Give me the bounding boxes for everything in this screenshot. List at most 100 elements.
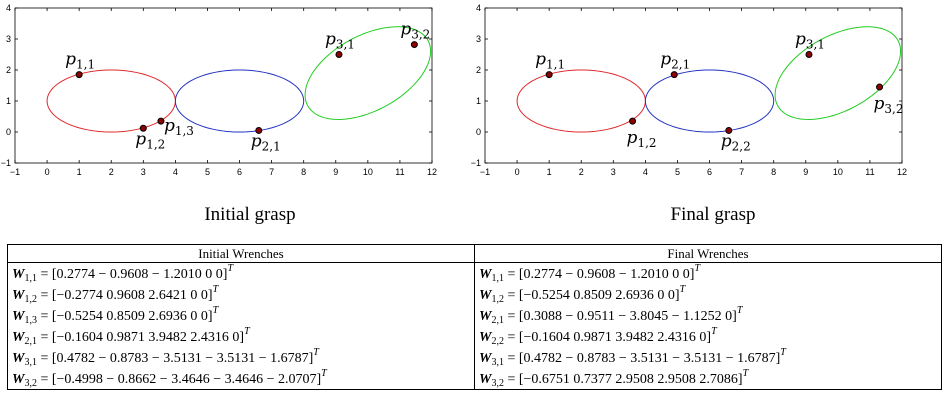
- x-tick-label: 2: [579, 167, 584, 177]
- contact-point: [75, 71, 83, 79]
- y-tick-label: 0: [6, 127, 11, 137]
- wrench-sup: T: [736, 305, 743, 316]
- final-wrench-cell: W1,2 = [−0.5254 0.8509 2.6936 0 0]T: [474, 284, 942, 305]
- wrench-sub: 1,2: [491, 294, 504, 305]
- plot-frame: [484, 7, 903, 164]
- wrench-sup: T: [244, 326, 250, 337]
- wrench-sym: W: [12, 309, 25, 324]
- wrench-sub: 1,2: [24, 294, 37, 305]
- contact-point: [139, 124, 147, 132]
- wrench-sym: W: [12, 267, 25, 282]
- x-tick-label: 6: [707, 167, 712, 177]
- initial-wrench-cell: W1,3 = [−0.5254 0.8509 2.6936 0 0]T: [7, 305, 475, 326]
- wrench-sup: T: [679, 284, 686, 295]
- x-tick-label: 8: [301, 167, 306, 177]
- wrench-sub: 1,3: [24, 315, 37, 326]
- y-tick-label: 4: [476, 3, 481, 13]
- wrench-sym: W: [12, 330, 25, 345]
- wrench-sym: W: [479, 372, 492, 387]
- final-wrench-cell: W3,1 = [0.4782 − 0.8783 − 3.5131 − 3.513…: [474, 347, 942, 368]
- wrench-sup: T: [321, 368, 327, 379]
- wrench-sup: T: [212, 305, 219, 316]
- y-tick-label: 1: [6, 96, 11, 106]
- table-header-row: Initial Wrenches Final Wrenches: [7, 244, 942, 263]
- wrench-sub: 3,2: [491, 378, 504, 389]
- final-wrench-cell: W2,1 = [0.3088 − 0.9511 − 3.8045 − 1.125…: [474, 305, 942, 326]
- contact-point-label: p1,2: [627, 128, 657, 150]
- wrench-sup: T: [212, 284, 219, 295]
- object-ellipse: [304, 26, 432, 120]
- object-ellipse: [516, 69, 646, 133]
- wrench-sup: T: [227, 263, 234, 274]
- contact-point-label: p3,2: [874, 94, 904, 116]
- initial-wrench-cell: W3,1 = [0.4782 − 0.8783 − 3.5131 − 3.513…: [7, 347, 475, 368]
- contact-point-label: p2,2: [721, 131, 751, 153]
- wrench-sym: W: [12, 288, 25, 303]
- y-tick-label: 3: [476, 34, 481, 44]
- x-tick-label: 8: [771, 167, 776, 177]
- wrench-vec: = [0.4782 − 0.8783 − 3.5131 − 3.5131 − 1…: [36, 351, 314, 366]
- y-tick-label: 3: [6, 34, 11, 44]
- y-tick-label: 1: [476, 96, 481, 106]
- contact-point: [629, 117, 637, 125]
- contact-point: [805, 51, 813, 58]
- final-wrench-cell: W3,2 = [−0.6751 0.7377 2.9508 2.9508 2.7…: [474, 368, 942, 390]
- initial-wrench-cell: W1,2 = [−0.2774 0.9608 2.6421 0 0]T: [7, 284, 475, 305]
- wrench-sub: 3,2: [24, 378, 37, 389]
- x-tick-label: 9: [333, 167, 338, 177]
- wrench-table: Initial Wrenches Final Wrenches W1,1 = […: [7, 244, 942, 390]
- wrench-sup: T: [711, 326, 717, 337]
- contact-point-label: p3,1: [325, 30, 355, 52]
- table-row: W1,3 = [−0.5254 0.8509 2.6936 0 0]T W2,1 …: [7, 305, 942, 326]
- x-tick-label: 7: [269, 167, 274, 177]
- final-wrench-cell: W2,2 = [−0.1604 0.9871 3.9482 2.4316 0]T: [474, 326, 942, 347]
- wrench-vec: = [−0.5254 0.8509 2.6936 0 0]: [503, 288, 680, 303]
- plot-frame: [14, 7, 433, 164]
- y-tick-label: −1: [1, 158, 11, 168]
- wrench-sub: 2,1: [491, 315, 504, 326]
- contact-point: [335, 51, 343, 58]
- wrench-sub: 3,1: [491, 357, 504, 368]
- x-tick-label: 12: [427, 167, 437, 177]
- wrench-vec: = [−0.5254 0.8509 2.6936 0 0]: [36, 309, 213, 324]
- x-tick-label: 3: [141, 167, 146, 177]
- x-tick-label: 6: [237, 167, 242, 177]
- contact-point: [725, 126, 733, 134]
- contact-point-label: p3,1: [795, 30, 825, 52]
- x-tick-label: 3: [611, 167, 616, 177]
- contact-point: [255, 126, 263, 134]
- wrench-vec: = [−0.1604 0.9871 3.9482 2.4316 0]: [503, 330, 712, 345]
- contact-point-label: p2,1: [660, 50, 690, 72]
- contact-point: [545, 71, 553, 79]
- x-tick-label: 5: [675, 167, 680, 177]
- wrench-sym: W: [479, 288, 492, 303]
- y-tick-label: 2: [6, 65, 11, 75]
- wrench-vec: = [0.3088 − 0.9511 − 3.8045 − 1.1252 0]: [503, 309, 737, 324]
- x-tick-label: −1: [10, 167, 20, 177]
- y-tick-label: 2: [476, 65, 481, 75]
- x-tick-label: 1: [77, 167, 82, 177]
- initial-wrenches-header: Initial Wrenches: [7, 244, 475, 263]
- contact-point: [670, 71, 678, 79]
- wrench-vec: = [−0.4998 − 0.8662 − 3.4646 − 3.4646 − …: [36, 372, 322, 387]
- contact-point: [876, 83, 884, 91]
- contact-point-label: p1,2: [135, 129, 165, 151]
- contact-point-label: p3,2: [400, 20, 430, 42]
- final-grasp-caption: Final grasp: [670, 204, 756, 225]
- wrench-vec: = [0.4782 − 0.8783 − 3.5131 − 3.5131 − 1…: [503, 351, 781, 366]
- wrench-sub: 3,1: [24, 357, 37, 368]
- x-tick-label: 0: [515, 167, 520, 177]
- wrench-sup: T: [780, 347, 786, 358]
- wrench-sym: W: [479, 309, 492, 324]
- table-row: W1,1 = [0.2774 − 0.9608 − 1.2010 0 0]T W1…: [7, 262, 942, 284]
- contact-point: [410, 41, 418, 49]
- x-tick-label: 11: [395, 167, 404, 177]
- wrench-sym: W: [479, 351, 492, 366]
- table-row: W3,1 = [0.4782 − 0.8783 − 3.5131 − 3.513…: [7, 347, 942, 368]
- contact-point-label: p2,1: [251, 131, 281, 153]
- y-tick-label: 4: [6, 3, 11, 13]
- wrench-vec: = [0.2774 − 0.9608 − 1.2010 0 0]: [503, 267, 695, 282]
- x-tick-label: 5: [205, 167, 210, 177]
- table-row: W1,2 = [−0.2774 0.9608 2.6421 0 0]T W1,2 …: [7, 284, 942, 305]
- contact-point-label: p1,1: [65, 50, 95, 72]
